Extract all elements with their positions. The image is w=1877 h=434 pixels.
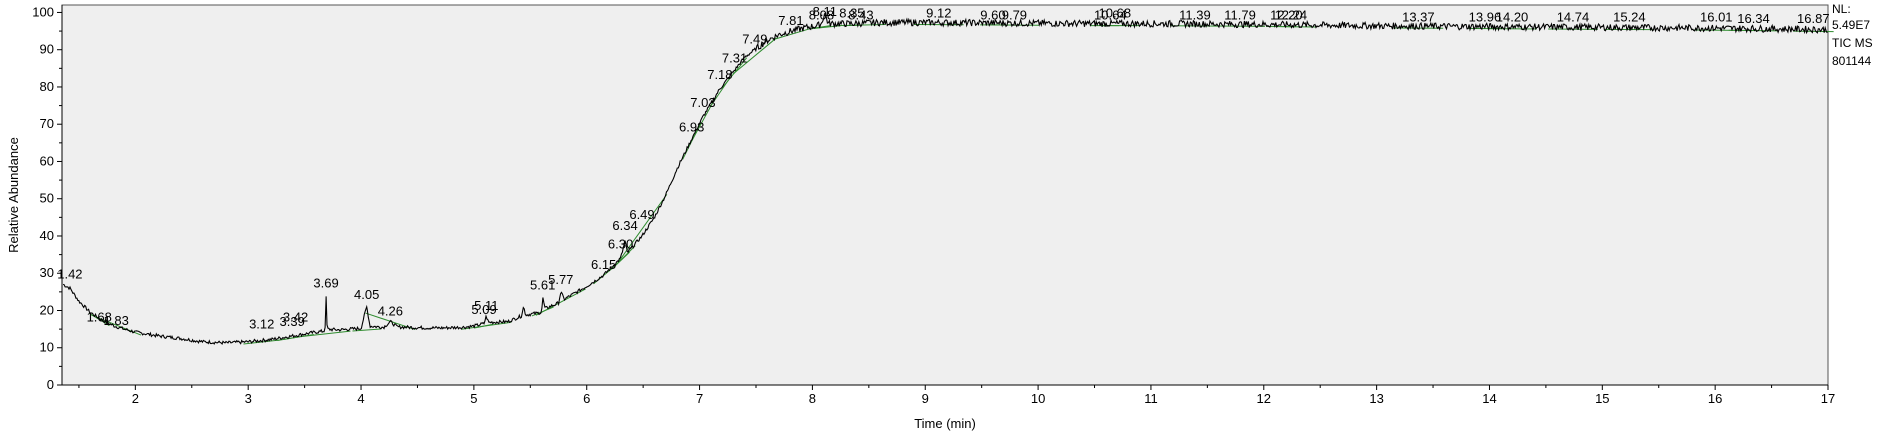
peak-label: 8.11 <box>813 4 837 19</box>
y-tick-label: 50 <box>40 191 54 206</box>
peak-label: 3.12 <box>249 317 274 332</box>
x-tick-label: 7 <box>696 391 703 406</box>
peak-label: 10.64 <box>1094 7 1127 22</box>
peak-label: 7.81 <box>778 13 803 28</box>
peak-label: 5.11 <box>474 298 498 313</box>
peak-label: 7.49 <box>742 32 767 47</box>
peak-label: 5.61 <box>530 278 555 293</box>
x-tick-label: 3 <box>245 391 252 406</box>
y-tick-label: 60 <box>40 153 54 168</box>
peak-label: 10.68 <box>1099 6 1132 21</box>
peak-label: 7.31 <box>722 50 747 65</box>
tic-trace-line <box>62 12 1828 346</box>
peak-baseline-marker <box>732 37 777 75</box>
peak-baseline-marker <box>692 101 714 140</box>
peak-baseline-marker <box>808 25 842 30</box>
y-tick-label: 100 <box>32 4 54 19</box>
x-axis-label: Time (min) <box>914 416 976 431</box>
x-tick-label: 2 <box>132 391 139 406</box>
peak-label: 4.05 <box>354 287 379 302</box>
peak-label: 8.43 <box>848 7 873 22</box>
y-tick-label: 10 <box>40 340 54 355</box>
peak-label: 6.49 <box>629 207 654 222</box>
peak-label: 6.34 <box>612 218 637 233</box>
y-axis-label: Relative Abundance <box>6 137 21 253</box>
x-tick-label: 4 <box>357 391 364 406</box>
x-tick-label: 11 <box>1144 391 1158 406</box>
peak-label: 4.26 <box>378 304 403 319</box>
x-tick-label: 8 <box>809 391 816 406</box>
x-tick-label: 17 <box>1821 391 1835 406</box>
peak-label: 3.39 <box>280 314 305 329</box>
peak-label: 7.18 <box>707 67 732 82</box>
peak-label: 14.20 <box>1496 9 1529 24</box>
y-tick-label: 20 <box>40 302 54 317</box>
info-line-4: 801144 <box>1832 54 1871 68</box>
peak-label: 3.42 <box>283 309 308 324</box>
x-tick-label: 12 <box>1257 391 1271 406</box>
peak-label: 8.35 <box>839 6 864 21</box>
peak-label: 11.79 <box>1224 7 1256 22</box>
x-tick-label: 15 <box>1595 391 1609 406</box>
info-line-1: NL: <box>1832 2 1851 16</box>
y-tick-label: 40 <box>40 228 54 243</box>
axis-ticks: 2 3 4 5 6 7 8 9 10 11 12 13 14 15 16 17 0 10 20 30 40 50 60 70 8… <box>32 4 1835 406</box>
peak-label: 5.77 <box>548 272 573 287</box>
peak-label: 1.83 <box>104 313 129 328</box>
peak-label: 13.37 <box>1402 9 1435 24</box>
info-line-3: TIC MS <box>1832 36 1873 50</box>
y-tick-label: 80 <box>40 79 54 94</box>
peak-label: 16.87 <box>1797 11 1830 26</box>
peak-label: 7.03 <box>690 95 715 110</box>
peak-label: 9.79 <box>1002 7 1027 22</box>
peak-label: 6.30 <box>608 237 633 252</box>
peak-label: 1.68 <box>87 309 112 324</box>
peak-baseline-marker <box>616 194 668 264</box>
peak-label: 9.12 <box>926 6 951 21</box>
peak-label: 16.01 <box>1700 9 1733 24</box>
peak-label: 6.93 <box>679 119 704 134</box>
peak-label: 12.20 <box>1270 7 1303 22</box>
peak-label: 6.15 <box>591 257 616 272</box>
peak-label: 16.34 <box>1737 11 1770 26</box>
peak-label: 15.24 <box>1613 9 1646 24</box>
x-tick-label: 14 <box>1482 391 1496 406</box>
x-tick-label: 9 <box>922 391 929 406</box>
peak-label: 11.39 <box>1179 7 1211 22</box>
peak-label: 13.96 <box>1469 9 1502 24</box>
peak-label: 5.09 <box>471 302 496 317</box>
peak-baseline-marker <box>352 328 381 332</box>
x-tick-label: 10 <box>1031 391 1045 406</box>
plot-area <box>61 4 1829 386</box>
peak-baseline-marker <box>301 330 351 337</box>
peak-label: 3.69 <box>313 276 338 291</box>
x-tick-label: 16 <box>1708 391 1722 406</box>
x-tick-label: 6 <box>583 391 590 406</box>
x-tick-label: 13 <box>1369 391 1383 406</box>
peak-label: 9.60 <box>980 7 1005 22</box>
peak-label: 12.24 <box>1275 7 1308 22</box>
y-tick-label: 30 <box>40 265 54 280</box>
peak-label: 14.74 <box>1557 9 1590 24</box>
peak-label: 8.08 <box>809 7 834 22</box>
info-box: NL: 5.49E7 TIC MS 801144 <box>1832 2 1873 68</box>
y-tick-label: 0 <box>47 377 54 392</box>
y-tick-label: 90 <box>40 42 54 57</box>
y-tick-label: 70 <box>40 116 54 131</box>
peak-label: 1.42 <box>57 266 82 281</box>
peak-labels: 1.42 1.681.83 3.12 3.393.42 3.69 4.05 4.26 5.09… <box>57 4 1829 332</box>
x-tick-label: 5 <box>470 391 477 406</box>
info-line-2: 5.49E7 <box>1832 18 1870 32</box>
